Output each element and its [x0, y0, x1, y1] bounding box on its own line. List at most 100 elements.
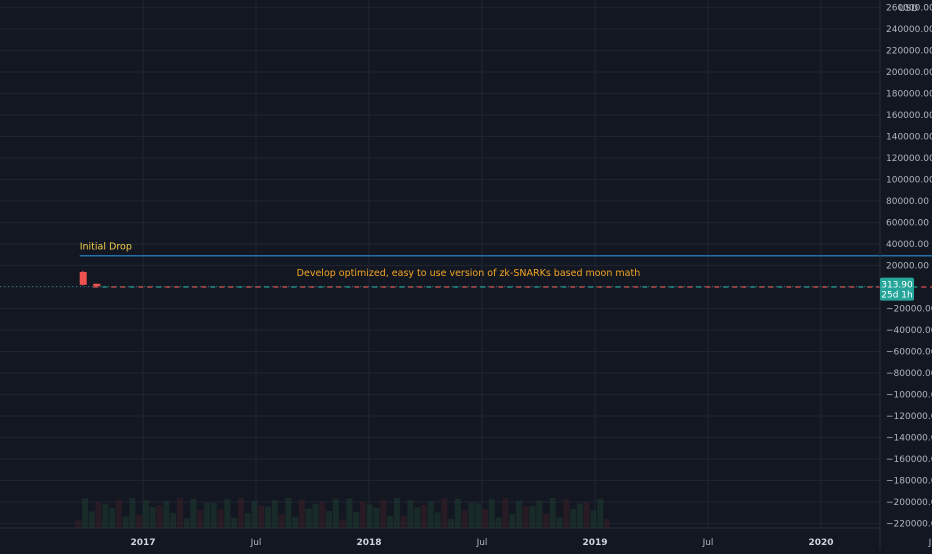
volume-bar: [414, 507, 420, 528]
y-tick-label: −100000.00: [886, 391, 932, 401]
volume-bar: [333, 499, 339, 528]
volume-bar: [143, 500, 149, 528]
volume-bar: [584, 502, 590, 528]
y-tick-label: 160000.00: [886, 111, 932, 121]
currency-label[interactable]: USD: [899, 4, 918, 14]
volume-bar: [89, 511, 95, 528]
x-tick-label: Jul: [250, 538, 262, 548]
volume-bar: [306, 509, 312, 528]
volume-bar: [577, 503, 583, 528]
volume-bar: [509, 514, 515, 528]
volume-bar: [313, 504, 319, 528]
volume-bar: [279, 514, 285, 528]
volume-bar: [496, 517, 502, 528]
y-tick-label: 20000.00: [886, 261, 929, 271]
x-tick-label: Jul: [928, 538, 932, 548]
y-tick-label: −40000.00: [886, 326, 932, 336]
volume-bar: [96, 502, 102, 528]
volume-bar: [489, 499, 495, 528]
volume-bar: [157, 505, 163, 528]
volume-bar: [360, 502, 366, 528]
volume-bar: [455, 499, 461, 528]
volume-bar: [428, 501, 434, 528]
volume-bar: [136, 515, 142, 528]
y-tick-label: −160000.00: [886, 455, 932, 465]
volume-bar: [346, 498, 352, 528]
volume-bar: [387, 516, 393, 528]
volume-bar: [590, 510, 596, 528]
volume-bar: [75, 520, 81, 528]
volume-bar: [563, 499, 569, 528]
y-tick-label: 140000.00: [886, 132, 932, 142]
volume-bar: [516, 501, 522, 528]
volume-bar: [536, 501, 542, 528]
y-tick-label: 60000.00: [886, 218, 929, 228]
volume-bar: [265, 506, 271, 528]
volume-bar: [129, 498, 135, 528]
volume-bar: [177, 498, 183, 528]
y-tick-label: −120000.00: [886, 412, 932, 422]
volume-bar: [441, 498, 447, 528]
y-tick-label: 40000.00: [886, 240, 929, 250]
y-tick-label: 80000.00: [886, 197, 929, 207]
volume-bar: [150, 507, 156, 528]
volume-bar: [407, 500, 413, 528]
volume-bar: [604, 519, 610, 528]
volume-bar: [570, 509, 576, 528]
volume-bar: [421, 505, 427, 528]
x-tick-label: Jul: [702, 538, 714, 548]
volume-bar: [231, 518, 237, 528]
volume-bar: [502, 498, 508, 528]
annotation-text[interactable]: Develop optimized, easy to use version o…: [297, 268, 641, 279]
y-tick-label: 240000.00: [886, 25, 932, 35]
volume-bar: [170, 513, 176, 528]
y-tick-label: −140000.00: [886, 434, 932, 444]
volume-bar: [218, 510, 224, 528]
volume-bar: [367, 505, 373, 528]
y-tick-label: −200000.00: [886, 498, 932, 508]
price-tag-value: 313.90: [881, 281, 913, 291]
volume-bar: [543, 514, 549, 528]
y-tick-label: −20000.00: [886, 305, 932, 315]
y-tick-label: 180000.00: [886, 89, 932, 99]
volume-bar: [435, 512, 441, 528]
volume-bar: [184, 518, 190, 528]
volume-bar: [380, 500, 386, 528]
volume-bar: [401, 515, 407, 528]
y-tick-label: −220000.00: [886, 520, 932, 530]
volume-bar: [475, 503, 481, 528]
volume-bar: [292, 517, 298, 528]
y-tick-label: −80000.00: [886, 369, 932, 379]
x-tick-label: Jul: [476, 538, 488, 548]
volume-bar: [326, 511, 332, 528]
volume-bar: [245, 513, 251, 528]
y-tick-label: 220000.00: [886, 46, 932, 56]
volume-bar: [102, 504, 108, 528]
candle-body[interactable]: [93, 284, 100, 286]
annotation-text[interactable]: Initial Drop: [80, 241, 132, 252]
volume-bar: [448, 519, 454, 528]
volume-bar: [468, 502, 474, 528]
x-tick-label: 2017: [130, 538, 155, 548]
x-tick-label: 2018: [356, 538, 381, 548]
price-tag-countdown: 25d 1h: [881, 291, 912, 301]
volume-bar: [109, 508, 115, 528]
volume-bar: [340, 519, 346, 528]
y-tick-label: −60000.00: [886, 348, 932, 358]
y-tick-label: −180000.00: [886, 477, 932, 487]
volume-bar: [557, 517, 563, 528]
volume-bar: [285, 498, 291, 528]
volume-bar: [597, 499, 603, 528]
volume-bar: [353, 512, 359, 528]
volume-bar: [258, 506, 264, 528]
volume-bar: [319, 502, 325, 528]
volume-bar: [82, 498, 88, 528]
volume-bar: [197, 510, 203, 528]
volume-bar: [529, 506, 535, 528]
volume-bar: [374, 508, 380, 528]
candle-body[interactable]: [80, 272, 87, 285]
x-tick-label: 2020: [808, 538, 833, 548]
volume-bar: [123, 516, 129, 528]
